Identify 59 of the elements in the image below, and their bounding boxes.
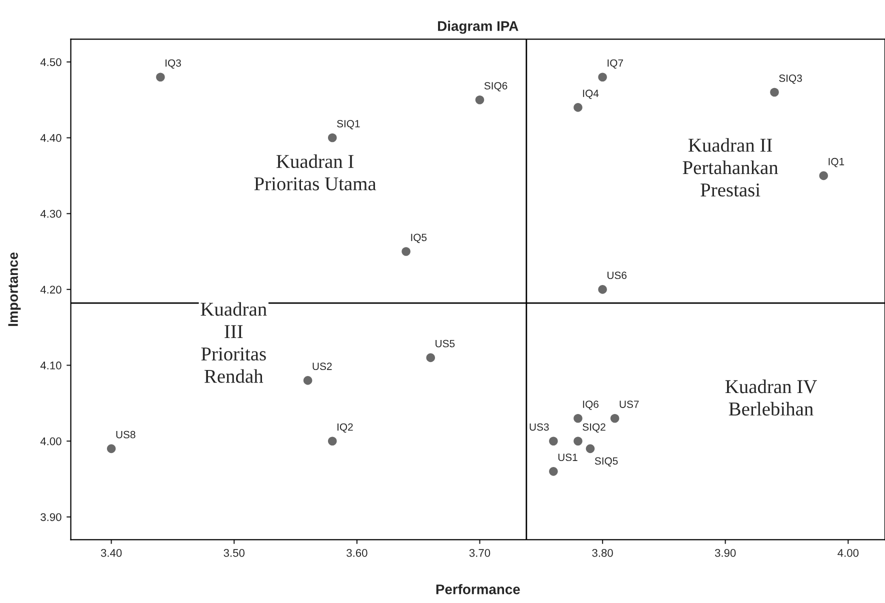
- series-label: IQ4: [583, 90, 599, 99]
- series-label: SIQ6: [484, 82, 508, 92]
- point: [770, 88, 779, 97]
- series-label: IQ5: [411, 234, 427, 243]
- series-label: US2: [312, 362, 332, 370]
- series-label: IQ2: [338, 423, 353, 433]
- x-axis-title: Performance: [436, 584, 520, 594]
- series-label: IQ6: [583, 400, 598, 410]
- x-tick-label: 3.90: [714, 549, 736, 557]
- point: [549, 467, 558, 476]
- point: [586, 444, 595, 454]
- series-label: US6: [608, 272, 627, 280]
- y-tick-label: 3.90: [40, 513, 62, 522]
- series-label: IQ7: [608, 59, 623, 69]
- x-tick-label: 3.40: [100, 549, 122, 557]
- point: [610, 414, 620, 423]
- point: [574, 103, 582, 112]
- x-tick-label: 3.80: [592, 549, 613, 557]
- x-tick-label: 3.70: [469, 549, 490, 557]
- series-label: US1: [558, 454, 578, 462]
- y-tick-label: 4.30: [40, 210, 62, 218]
- point: [475, 95, 484, 104]
- point: [156, 72, 165, 82]
- point: [574, 436, 582, 446]
- series-label: IQ3: [166, 59, 181, 69]
- point: [598, 285, 607, 294]
- annotation: Kuadran II Pertahankan Prestasi: [682, 138, 778, 197]
- x-tick-label: 4.00: [838, 549, 859, 557]
- point: [303, 376, 312, 385]
- point: [549, 436, 558, 446]
- point: [106, 444, 116, 454]
- y-tick-label: 4.20: [40, 286, 62, 294]
- x-tick-label: 3.60: [346, 549, 368, 557]
- point: [426, 353, 436, 362]
- chart-title: Diagram IPA: [438, 20, 518, 34]
- y-axis-title: Importance: [8, 252, 21, 326]
- y-tick-label: 4.10: [40, 362, 62, 370]
- series-label: SIQ3: [779, 74, 802, 84]
- point: [402, 247, 410, 256]
- point: [574, 414, 582, 423]
- series-label: SIQ1: [337, 120, 360, 130]
- series-label: SIQ5: [594, 457, 618, 467]
- point: [328, 133, 337, 142]
- annotation: Kuadran III Prioritas Rendah: [200, 302, 267, 383]
- point: [598, 72, 607, 82]
- y-tick-label: 4.40: [40, 134, 62, 142]
- series-label: US5: [436, 340, 455, 348]
- y-tick-label: 4.00: [40, 437, 62, 446]
- point: [819, 171, 828, 180]
- annotation: Kuadran IV Berlebihan: [725, 380, 817, 416]
- series-label: IQ1: [828, 158, 844, 168]
- annotation: Kuadran I Prioritas Utama: [254, 154, 376, 190]
- series-label: US8: [116, 430, 136, 438]
- point: [328, 436, 337, 446]
- series-label: US3: [530, 423, 549, 431]
- series-label: US7: [620, 400, 639, 408]
- x-tick-label: 3.50: [224, 549, 245, 557]
- series-label: SIQ2: [582, 423, 606, 433]
- y-tick-label: 4.50: [40, 58, 62, 66]
